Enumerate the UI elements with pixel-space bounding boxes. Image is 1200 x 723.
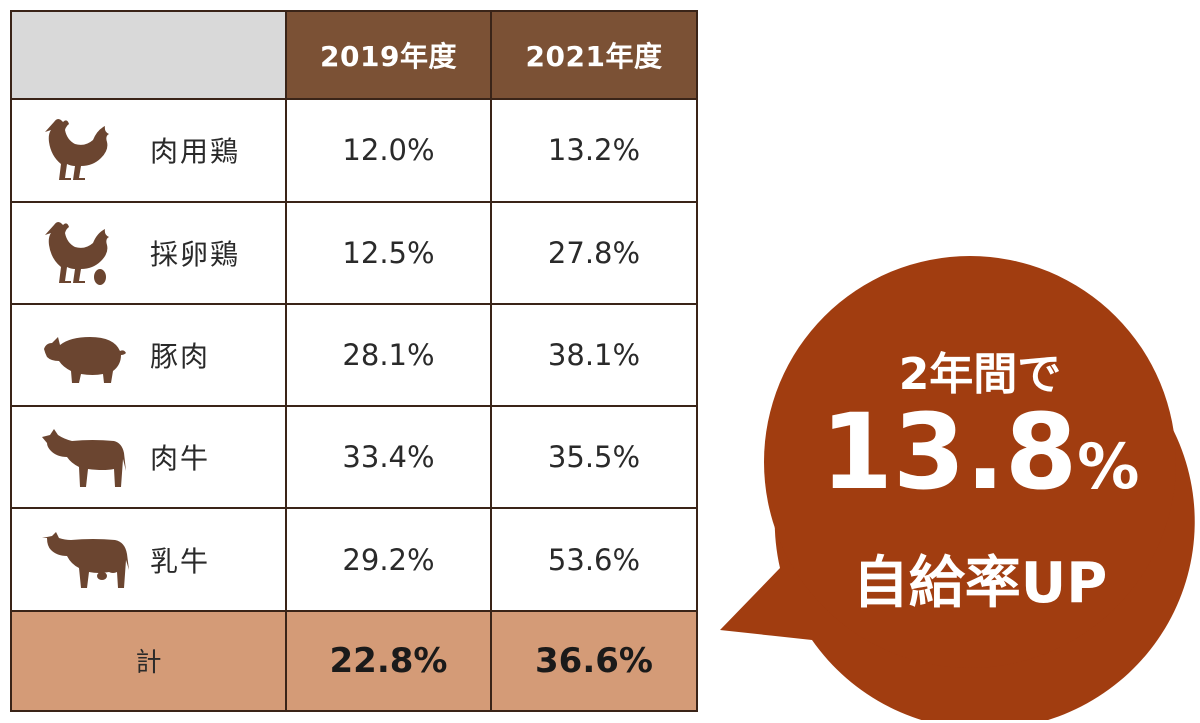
beef-cattle-icon xyxy=(42,429,126,488)
table-row: 豚肉 28.1% 38.1% xyxy=(10,302,698,408)
value-2021-cell: 35.5% xyxy=(490,405,698,510)
self-sufficiency-table: 2019年度 2021年度 肉用鶏 12.0% 13.2% 採卵鶏 12.5% … xyxy=(10,9,698,713)
animal-label: 採卵鶏 xyxy=(150,237,241,271)
value-2021-cell: 27.8% xyxy=(490,200,698,305)
total-label: 計 xyxy=(135,648,162,679)
total-label-cell: 計 xyxy=(10,609,287,713)
animal-label: 乳牛 xyxy=(150,544,211,578)
total-2019-cell: 22.8% xyxy=(285,609,492,713)
callout-percentage: 13.8% xyxy=(740,400,1200,504)
value-2019-cell: 28.1% xyxy=(285,302,492,408)
chicken-icon xyxy=(45,119,109,181)
value-2019: 29.2% xyxy=(342,542,435,577)
value-2019: 28.1% xyxy=(342,337,435,372)
value-2021-cell: 13.2% xyxy=(490,98,698,203)
callout-percentage-unit: % xyxy=(1077,430,1140,503)
header-year-2021: 2021年度 xyxy=(490,9,698,101)
table-row: 乳牛 29.2% 53.6% xyxy=(10,507,698,612)
pig-icon xyxy=(44,336,126,383)
value-2021: 53.6% xyxy=(547,542,641,577)
animal-label: 肉用鶏 xyxy=(150,135,241,169)
hen-with-egg-icon xyxy=(45,221,109,285)
value-2019: 12.0% xyxy=(342,133,435,168)
header-blank-cell xyxy=(10,9,287,101)
total-2021-cell: 36.6% xyxy=(490,609,698,713)
animal-cell: 乳牛 xyxy=(10,507,287,612)
animal-cell: 豚肉 xyxy=(10,302,287,408)
value-2019-cell: 12.5% xyxy=(285,200,492,305)
animal-cell: 肉用鶏 xyxy=(10,98,287,203)
header-year-2019: 2019年度 xyxy=(285,9,492,101)
value-2019-cell: 29.2% xyxy=(285,507,492,612)
value-2019-cell: 33.4% xyxy=(285,405,492,510)
total-value-2021: 36.6% xyxy=(535,640,653,681)
value-2021: 38.1% xyxy=(547,337,641,372)
table-row: 肉用鶏 12.0% 13.2% xyxy=(10,98,698,203)
animal-label: 肉牛 xyxy=(150,442,211,476)
table-row: 採卵鶏 12.5% 27.8% xyxy=(10,200,698,305)
value-2021-cell: 53.6% xyxy=(490,507,698,612)
total-value-2019: 22.8% xyxy=(329,640,448,681)
callout-line1: 2年間で xyxy=(898,349,1062,400)
animal-cell: 採卵鶏 xyxy=(10,200,287,305)
value-2021: 35.5% xyxy=(547,440,641,475)
animal-label: 豚肉 xyxy=(150,339,211,373)
value-2019: 12.5% xyxy=(342,235,435,270)
value-2021: 27.8% xyxy=(547,235,641,270)
animal-cell: 肉牛 xyxy=(10,405,287,510)
callout-bubble: 2年間で 13.8% 自給率UP xyxy=(720,250,1200,720)
table-row: 肉牛 33.4% 35.5% xyxy=(10,405,698,510)
callout-bubble-shape xyxy=(720,256,1195,720)
value-2021-cell: 38.1% xyxy=(490,302,698,408)
value-2019: 33.4% xyxy=(342,440,435,475)
value-2021: 13.2% xyxy=(547,133,641,168)
callout-percentage-value: 13.8 xyxy=(820,391,1078,513)
header-row: 2019年度 2021年度 xyxy=(10,9,698,101)
value-2019-cell: 12.0% xyxy=(285,98,492,203)
callout-line3: 自給率UP xyxy=(852,551,1108,616)
total-row: 計 22.8% 36.6% xyxy=(10,609,698,713)
dairy-cow-icon xyxy=(42,531,129,588)
